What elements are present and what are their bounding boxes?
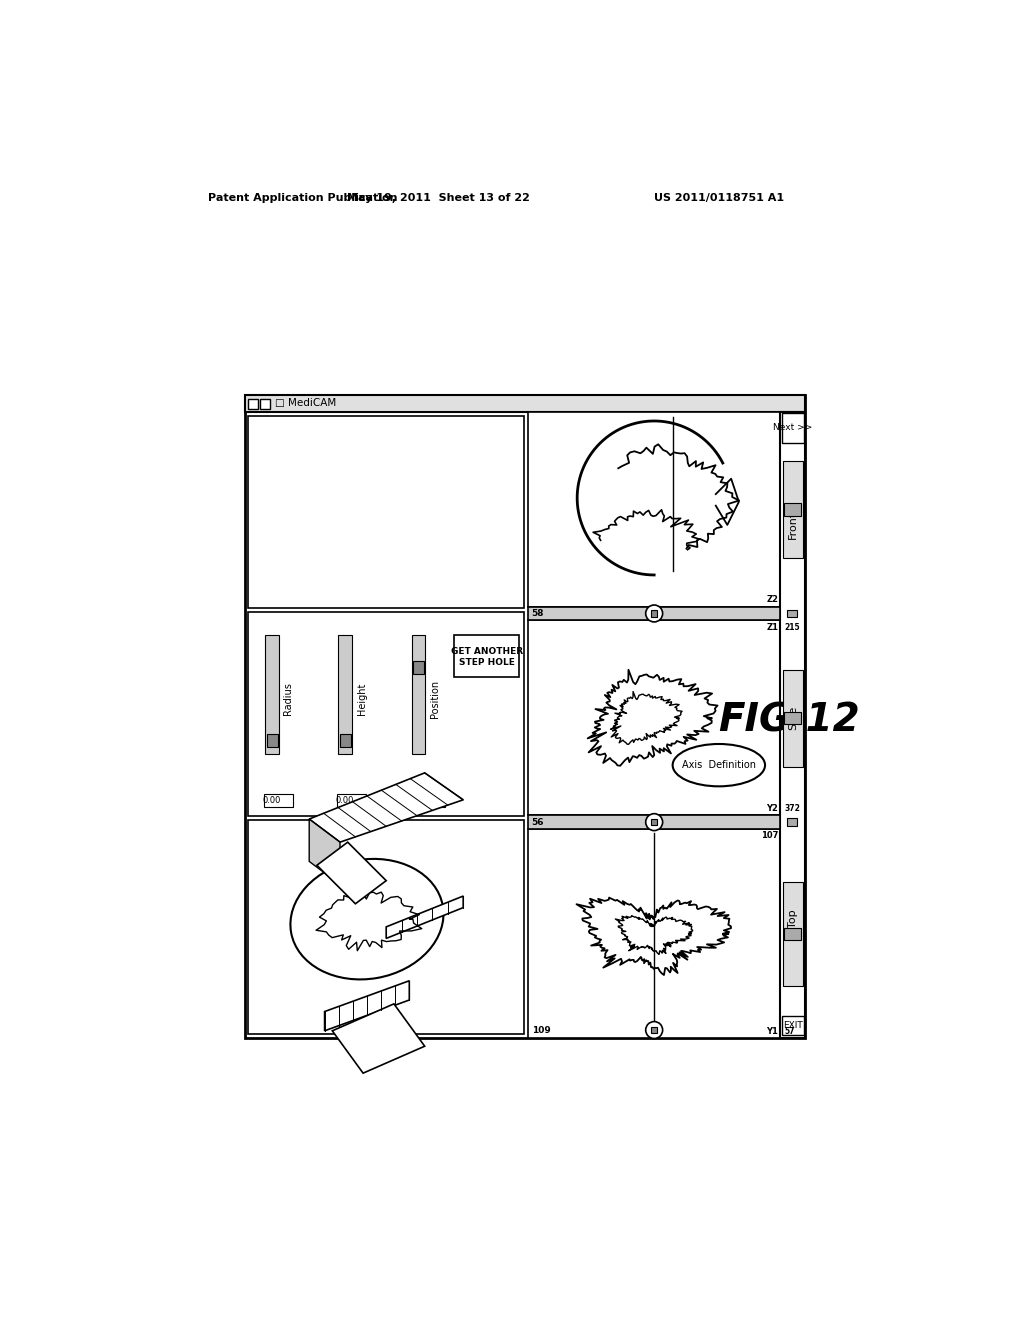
Bar — [245, 395, 805, 412]
Text: 109: 109 — [531, 1026, 551, 1035]
Bar — [784, 503, 801, 516]
Circle shape — [646, 813, 663, 830]
Bar — [782, 413, 804, 442]
Text: May 19, 2011  Sheet 13 of 22: May 19, 2011 Sheet 13 of 22 — [347, 194, 530, 203]
Bar — [651, 610, 657, 616]
Text: Z2: Z2 — [766, 595, 778, 605]
Bar — [528, 816, 780, 829]
Text: STEP HOLE: STEP HOLE — [459, 659, 515, 667]
Bar — [339, 635, 352, 755]
Text: Height: Height — [356, 682, 367, 715]
Bar — [249, 416, 524, 609]
Bar — [784, 711, 801, 725]
Polygon shape — [309, 774, 463, 842]
Text: Z1: Z1 — [766, 623, 778, 632]
Ellipse shape — [291, 859, 443, 979]
Bar — [249, 820, 524, 1034]
Text: Y1: Y1 — [766, 1027, 778, 1036]
Bar — [786, 818, 798, 826]
Polygon shape — [386, 896, 463, 939]
Bar — [782, 882, 803, 986]
Circle shape — [646, 1022, 663, 1039]
Polygon shape — [325, 981, 410, 1031]
Bar — [264, 795, 293, 807]
Bar — [245, 395, 805, 1038]
Bar — [651, 1027, 657, 1034]
Text: FIG.12: FIG.12 — [718, 701, 860, 739]
Text: Radius: Radius — [284, 682, 294, 715]
Polygon shape — [333, 1003, 425, 1073]
Bar — [249, 399, 258, 409]
Text: 0.00: 0.00 — [336, 796, 354, 805]
Bar — [528, 620, 780, 816]
Polygon shape — [309, 818, 340, 884]
Ellipse shape — [673, 744, 765, 787]
Text: Patent Application Publication: Patent Application Publication — [208, 194, 397, 203]
Polygon shape — [316, 842, 386, 904]
Text: EXIT: EXIT — [783, 1020, 803, 1030]
Text: 56: 56 — [531, 817, 544, 826]
Bar — [528, 829, 780, 1038]
Bar — [454, 635, 519, 677]
Bar — [782, 1016, 804, 1035]
Bar — [260, 399, 270, 409]
Text: Next >>: Next >> — [773, 424, 812, 433]
Bar — [413, 661, 424, 673]
Bar — [786, 610, 798, 618]
Text: US 2011/0118751 A1: US 2011/0118751 A1 — [654, 194, 784, 203]
Bar — [528, 412, 780, 607]
Text: GET ANOTHER: GET ANOTHER — [451, 647, 522, 656]
Bar — [340, 734, 351, 747]
Text: Top: Top — [787, 909, 798, 928]
Text: 372: 372 — [784, 804, 800, 813]
Bar — [782, 669, 803, 767]
Bar — [249, 612, 524, 816]
Circle shape — [646, 605, 663, 622]
Text: 127.75: 127.75 — [404, 796, 434, 805]
Text: 57: 57 — [784, 1027, 795, 1036]
Text: Y2: Y2 — [766, 804, 778, 813]
Bar — [265, 635, 280, 755]
Bar — [782, 461, 803, 558]
Bar — [412, 635, 425, 755]
Text: 58: 58 — [531, 609, 544, 618]
Text: Side: Side — [787, 706, 798, 730]
Text: Front: Front — [787, 511, 798, 539]
Text: 0.00: 0.00 — [262, 796, 281, 805]
Bar — [780, 412, 805, 1038]
Bar — [410, 795, 445, 807]
Text: □ MediCAM: □ MediCAM — [275, 399, 337, 408]
Text: Axis  Definition: Axis Definition — [682, 760, 756, 770]
Bar — [267, 734, 278, 747]
Bar — [337, 795, 367, 807]
Bar — [528, 607, 780, 620]
Bar — [651, 818, 657, 825]
Text: 107: 107 — [761, 832, 778, 841]
Text: 215: 215 — [784, 623, 800, 632]
Bar — [784, 928, 801, 940]
Text: Position: Position — [430, 680, 439, 718]
